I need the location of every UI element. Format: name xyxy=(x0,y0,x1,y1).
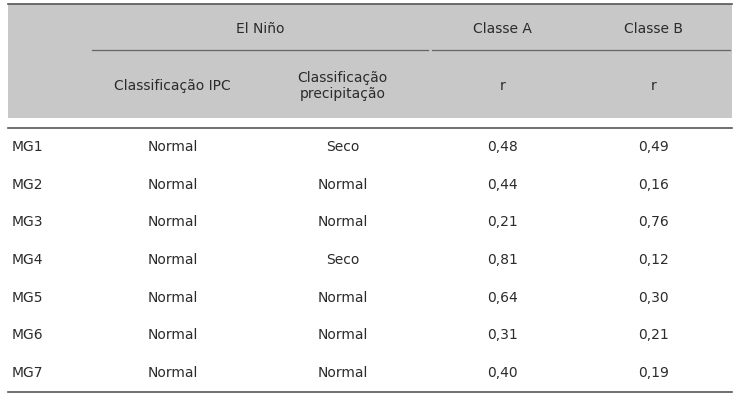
Bar xyxy=(8,203,732,241)
Text: Classe B: Classe B xyxy=(624,22,683,36)
Text: 0,76: 0,76 xyxy=(638,215,669,229)
Text: 0,40: 0,40 xyxy=(487,366,518,380)
Bar xyxy=(8,279,732,316)
Text: 0,48: 0,48 xyxy=(487,140,518,154)
Bar xyxy=(8,4,732,54)
Text: r: r xyxy=(500,79,505,93)
Text: 0,49: 0,49 xyxy=(638,140,669,154)
Text: 0,31: 0,31 xyxy=(487,328,518,342)
Text: MG7: MG7 xyxy=(12,366,44,380)
Text: Seco: Seco xyxy=(326,140,359,154)
Text: 0,19: 0,19 xyxy=(638,366,669,380)
Text: Classificação
precipitação: Classificação precipitação xyxy=(297,71,388,101)
Text: Normal: Normal xyxy=(147,178,198,192)
Text: Normal: Normal xyxy=(317,291,368,305)
Text: Seco: Seco xyxy=(326,253,359,267)
Text: Normal: Normal xyxy=(147,291,198,305)
Text: Normal: Normal xyxy=(317,215,368,229)
Text: 0,30: 0,30 xyxy=(638,291,669,305)
Text: Normal: Normal xyxy=(147,215,198,229)
Text: Classificação IPC: Classificação IPC xyxy=(114,79,231,93)
Text: Normal: Normal xyxy=(317,328,368,342)
Text: Normal: Normal xyxy=(317,366,368,380)
Text: 0,64: 0,64 xyxy=(487,291,518,305)
Text: Normal: Normal xyxy=(147,328,198,342)
Bar xyxy=(8,54,732,118)
Text: MG1: MG1 xyxy=(12,140,44,154)
Text: Normal: Normal xyxy=(147,253,198,267)
Text: r: r xyxy=(650,79,656,93)
Text: MG2: MG2 xyxy=(12,178,44,192)
Text: 0,21: 0,21 xyxy=(638,328,669,342)
Text: 0,81: 0,81 xyxy=(487,253,518,267)
Bar xyxy=(8,354,732,392)
Bar xyxy=(8,316,732,354)
Text: 0,44: 0,44 xyxy=(487,178,518,192)
Text: Normal: Normal xyxy=(317,178,368,192)
Text: Normal: Normal xyxy=(147,140,198,154)
Text: El Niño: El Niño xyxy=(236,22,284,36)
Text: MG5: MG5 xyxy=(12,291,44,305)
Bar xyxy=(8,241,732,279)
Text: Classe A: Classe A xyxy=(473,22,532,36)
Text: 0,21: 0,21 xyxy=(487,215,518,229)
Text: MG6: MG6 xyxy=(12,328,44,342)
Text: MG4: MG4 xyxy=(12,253,44,267)
Text: 0,12: 0,12 xyxy=(638,253,669,267)
Text: Normal: Normal xyxy=(147,366,198,380)
Bar xyxy=(8,128,732,166)
Text: 0,16: 0,16 xyxy=(638,178,669,192)
Text: MG3: MG3 xyxy=(12,215,44,229)
Bar xyxy=(8,166,732,203)
